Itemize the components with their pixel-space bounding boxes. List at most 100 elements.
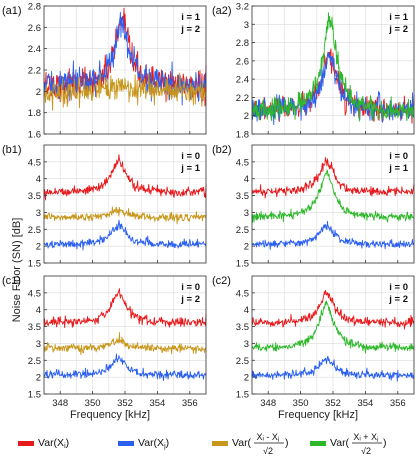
panel-annotation: i = 0: [389, 282, 408, 293]
y-tick-label: 2.4: [28, 44, 41, 55]
x-axis-label-left: Frequency [kHz]: [70, 409, 150, 421]
series-line-red: [43, 154, 207, 201]
legend-item-3: Var(Xᵢ + Xⱼ √2): [310, 432, 387, 456]
panel-label: (a1): [2, 5, 22, 17]
legend-close-paren: ): [383, 437, 387, 449]
legend-swatch: [310, 441, 326, 446]
panel-annotation: i = 0: [181, 282, 200, 293]
panel-annotation: j = 2: [388, 24, 408, 35]
panel-label: (b2): [212, 144, 232, 156]
legend-label: Var(: [330, 437, 350, 449]
x-tick-label: 352: [325, 398, 341, 409]
x-tick-label: 350: [85, 398, 101, 409]
y-tick-label: 2.6: [236, 56, 249, 67]
panel-label: (b1): [2, 144, 22, 156]
series-line-green: [251, 300, 415, 354]
y-tick-label: 4: [244, 305, 249, 316]
y-tick-label: 3: [244, 339, 249, 350]
y-tick-label: 2: [36, 373, 41, 384]
y-tick-label: 3.5: [28, 191, 41, 202]
y-tick-label: 2: [244, 242, 249, 253]
series-line-blue: [251, 220, 415, 250]
y-tick-label: 1.8: [236, 130, 249, 141]
series-line-blue: [43, 219, 207, 251]
y-tick-label: 1.8: [28, 108, 41, 119]
legend-fraction-numerator: Xᵢ + Xⱼ: [353, 432, 379, 442]
y-tick-label: 3.2: [236, 2, 249, 13]
legend-item-1: Var(Xj): [118, 437, 169, 450]
x-tick-label: 352: [117, 398, 133, 409]
panel-annotation: j = 1: [180, 163, 200, 174]
y-tick-label: 1.5: [28, 390, 41, 401]
y-tick-label: 2.5: [28, 356, 41, 367]
x-tick-label: 354: [149, 398, 165, 409]
y-tick-label: 3: [244, 208, 249, 219]
y-tick-label: 1.5: [236, 390, 249, 401]
y-tick-label: 4.5: [236, 288, 249, 299]
legend-swatch: [18, 441, 34, 446]
legend-swatch: [118, 441, 134, 446]
y-tick-label: 4: [244, 174, 249, 185]
series-line-gold: [43, 72, 207, 111]
panel-annotation: j = 1: [388, 163, 408, 174]
y-tick-label: 4.5: [28, 157, 41, 168]
y-tick-label: 2: [244, 373, 249, 384]
panel-5: 1.5 2 2.5 3 3.5 4 4.5 348 350 352 354 356 (c2) i = 0j…: [212, 275, 415, 409]
legend-label: Var(Xi): [38, 437, 69, 450]
y-tick-label: 4.5: [28, 288, 41, 299]
panels-group: 1.61.822.22.42.62.8(a1)i = 1j = 21.822.2…: [2, 2, 415, 409]
legend-item-2: Var(Xᵢ - Xⱼ √2): [212, 432, 289, 456]
x-tick-label: 356: [182, 398, 198, 409]
y-tick-label: 2: [36, 87, 41, 98]
y-tick-label: 2.5: [236, 356, 249, 367]
y-tick-label: 3.5: [28, 322, 41, 333]
panel-label: (c2): [212, 275, 231, 287]
y-tick-label: 2.2: [28, 66, 41, 77]
y-axis-label: Noise Floor (SN) [dB]: [11, 218, 23, 323]
series-line-gold: [43, 206, 207, 225]
series-line-blue: [43, 353, 207, 382]
series-line-blue: [251, 355, 415, 382]
y-tick-label: 1.5: [236, 259, 249, 270]
y-tick-label: 3.5: [236, 191, 249, 202]
x-tick-label: 354: [357, 398, 373, 409]
y-tick-label: 2: [36, 242, 41, 253]
legend-fraction-denominator: √2: [361, 446, 371, 456]
y-tick-label: 4.5: [236, 157, 249, 168]
y-tick-label: 1.6: [28, 130, 41, 141]
x-tick-label: 348: [260, 398, 276, 409]
legend: Var(Xi) Var(Xj) Var(Xᵢ - Xⱼ√2) Var(Xᵢ + Xⱼ√…: [18, 432, 387, 456]
panel-annotation: j = 2: [180, 24, 200, 35]
series-line-red: [43, 288, 207, 329]
series-line-red: [251, 289, 415, 330]
panel-4: 1.5 2 2.5 3 3.5 4 4.5 348 350 352 354 356 (c1) i = 0j…: [2, 275, 207, 409]
x-tick-label: 350: [293, 398, 309, 409]
panel-annotation: i = 0: [389, 151, 408, 162]
x-tick-label: 348: [52, 398, 68, 409]
legend-label: Var(: [232, 437, 252, 449]
panel-annotation: j = 2: [388, 294, 408, 305]
y-tick-label: 4: [36, 174, 41, 185]
y-tick-label: 2.4: [236, 75, 249, 86]
series-line-green: [251, 169, 415, 223]
legend-fraction-denominator: √2: [263, 446, 273, 456]
y-tick-label: 4: [36, 305, 41, 316]
series-line-green: [251, 12, 415, 122]
y-tick-label: 2.6: [28, 23, 41, 34]
legend-label: Var(Xj): [138, 437, 169, 450]
panel-annotation: i = 0: [181, 151, 200, 162]
x-tick-label: 356: [390, 398, 406, 409]
legend-fraction-numerator: Xᵢ - Xⱼ: [257, 432, 280, 442]
panel-annotation: i = 1: [181, 12, 200, 23]
y-tick-label: 2.5: [28, 225, 41, 236]
panel-1: 1.8 2 2.2 2.4 2.6 2.8 3 3.2 (a2) i = 1j = 2: [212, 2, 415, 141]
legend-swatch: [212, 441, 228, 446]
panel-annotation: j = 2: [180, 294, 200, 305]
panel-label: (a2): [212, 5, 232, 17]
y-tick-label: 2: [244, 111, 249, 122]
y-tick-label: 3: [244, 20, 249, 31]
x-axis-label-right: Frequency [kHz]: [278, 409, 358, 421]
panel-0: 1.6 1.8 2 2.2 2.4 2.6 2.8 (a1) i = 1j = 2: [2, 2, 207, 141]
panel-label: (c1): [2, 275, 21, 287]
